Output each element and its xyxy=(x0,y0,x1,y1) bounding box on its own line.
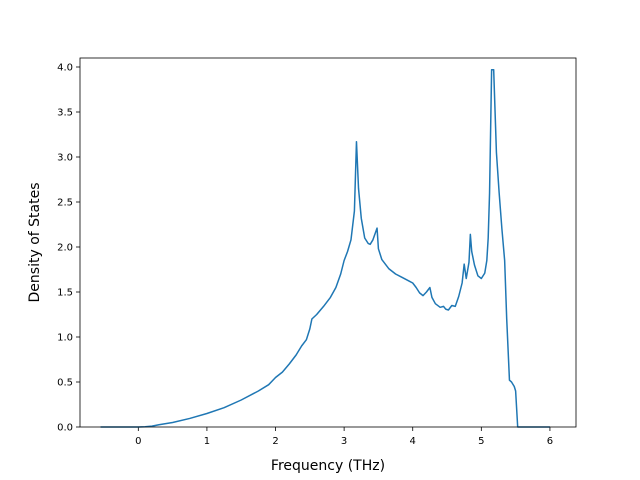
y-tick-label: 3.5 xyxy=(57,108,73,119)
x-tick-label: 3 xyxy=(341,436,347,447)
y-tick-label: 1.0 xyxy=(57,333,73,344)
y-tick-label: 4.0 xyxy=(57,63,73,74)
x-axis-label: Frequency (THz) xyxy=(271,458,385,474)
y-tick-label: 0.0 xyxy=(57,423,73,434)
series-line xyxy=(100,68,550,428)
x-tick-label: 0 xyxy=(135,436,141,447)
y-tick-label: 1.5 xyxy=(57,288,73,299)
y-tick-label: 3.0 xyxy=(57,153,73,164)
x-tick-label: 6 xyxy=(547,436,553,447)
x-tick-label: 5 xyxy=(478,436,484,447)
x-tick-label: 4 xyxy=(410,436,416,447)
x-tick-label: 1 xyxy=(204,436,210,447)
y-tick-label: 2.0 xyxy=(57,243,73,254)
y-axis-ticks: 0.0 0.5 1.0 1.5 2.0 2.5 3.0 3.5 4.0 xyxy=(57,63,80,434)
plot-frame xyxy=(79,57,577,428)
y-tick-label: 2.5 xyxy=(57,198,73,209)
x-tick-label: 2 xyxy=(272,436,278,447)
y-axis-label: Density of States xyxy=(27,183,43,303)
y-tick-label: 0.5 xyxy=(57,378,73,389)
x-axis-ticks: 0 1 2 3 4 5 6 xyxy=(135,427,553,447)
